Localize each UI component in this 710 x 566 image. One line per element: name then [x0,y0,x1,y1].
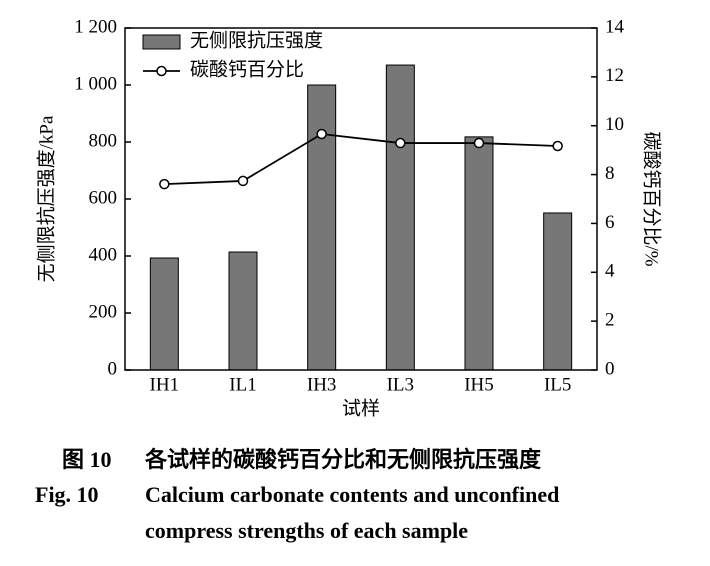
plot-frame [124,27,598,371]
point [552,140,563,152]
y-tick-label: 1 200 [74,16,117,37]
y-tick-label: 200 [89,301,118,322]
bar [543,212,573,371]
caption-text: 各试样的碳酸钙百分比和无侧限抗压强度 [144,447,542,472]
bar [149,257,179,371]
legend-label: 碳酸钙百分比 [190,58,304,80]
y2-tick-label: 0 [605,358,615,379]
legend-swatch [156,65,167,77]
y-tick-label: 600 [89,187,118,208]
y2-tick-label: 14 [605,16,625,37]
y2-tick-label: 2 [605,310,615,331]
bar [307,84,337,371]
y-tick-label: 0 [108,358,118,379]
point [237,175,249,187]
y2-tick-label: 6 [605,212,615,233]
x-tick-label: IH3 [307,374,337,395]
bar [228,251,258,371]
point [159,178,170,190]
y2-tick-label: 4 [605,261,615,282]
y2-axis-label: 碳酸钙百分比/% [641,131,663,266]
point [395,137,406,149]
caption-text: Calcium carbonate contents and unconfine… [145,482,559,507]
x-tick-label: IL5 [544,374,571,395]
y-tick-label: 400 [89,244,118,265]
y2-tick-label: 12 [605,65,624,86]
y2-tick-label: 10 [605,114,624,135]
point [316,128,327,140]
x-tick-label: IH1 [150,374,180,395]
y-tick-label: 800 [89,130,118,151]
x-axis-label: 试样 [342,397,380,419]
x-tick-label: IL1 [229,374,256,395]
caption-label: 图 10 [62,447,112,472]
bar [464,136,494,371]
line [164,133,558,185]
y-axis-label: 无侧限抗压强度/kPa [35,115,57,282]
x-tick-label: IH5 [464,374,494,395]
legend-swatch [142,34,181,50]
caption-text: compress strengths of each sample [145,518,468,543]
caption-label: Fig. 10 [35,482,99,507]
bar [385,64,415,371]
legend-label: 无侧限抗压强度 [190,29,323,51]
y-tick-label: 1 000 [74,73,117,94]
y2-tick-label: 8 [605,163,615,184]
point [473,137,485,149]
x-tick-label: IL3 [387,374,414,395]
